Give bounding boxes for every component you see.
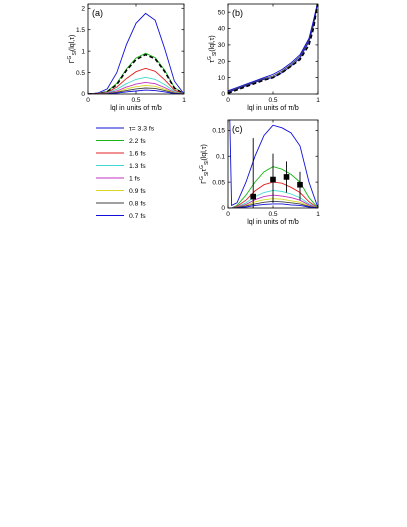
y-axis-label: ΓGSlτGSl(lql,τ)	[199, 144, 210, 184]
x-tick-label-0: 0	[226, 211, 230, 218]
legend-entry-2: 1.6 fs	[96, 150, 146, 157]
y-axis-label-part: G	[199, 176, 205, 180]
series-line-0	[228, 120, 318, 208]
series-line-5	[228, 198, 318, 208]
x-tick-label-1: 0.5	[268, 97, 277, 104]
y-tick-label-5: 50	[218, 9, 226, 16]
y-tick-label-4: 40	[218, 26, 226, 33]
series-line-7	[228, 203, 318, 208]
y-axis-label-part: (lql,τ)	[69, 35, 76, 51]
legend-entry-0: τ= 3.3 fs	[96, 125, 155, 132]
y-tick-label-2: 0.1	[216, 153, 225, 160]
plot-area	[228, 4, 318, 94]
y-tick-label-4: 2	[81, 5, 85, 12]
legend-label-3: 1.3 fs	[129, 163, 146, 170]
series-line-3	[228, 4, 318, 94]
y-axis-label-part: τ	[201, 169, 208, 172]
legend-label-2: 1.6 fs	[129, 150, 146, 157]
panel-label: (c)	[232, 124, 243, 134]
y-axis-label-part: G	[199, 165, 205, 169]
legend-label-5: 0.9 fs	[129, 188, 146, 195]
legend-entry-7: 0.7 fs	[96, 213, 146, 220]
y-axis-label-part: Sl	[72, 51, 78, 55]
y-axis-label-part: (lql,τ)	[209, 35, 216, 51]
legend-entry-5: 0.9 fs	[96, 188, 146, 195]
data-point-3	[297, 181, 303, 188]
legend-label-0: τ= 3.3 fs	[129, 125, 155, 132]
panel-c: 0 0.5 1 0 0.05 0.1 0.15 (c) lql in units of π/b Γ…	[199, 119, 320, 226]
y-axis-label-part: G	[207, 56, 213, 60]
panel-label: (b)	[232, 8, 243, 18]
x-tick-label-1: 0.5	[268, 211, 277, 218]
x-tick-label-0: 0	[86, 97, 90, 104]
plot-area	[228, 120, 318, 208]
y-axis-label: ΓGSl(lql,τ)	[67, 35, 78, 64]
series-line-1	[228, 4, 318, 92]
y-tick-label-0: 0	[81, 91, 85, 98]
y-tick-label-2: 1	[81, 48, 85, 55]
legend-label-1: 2.2 fs	[129, 138, 146, 145]
panel-label: (a)	[92, 8, 103, 18]
y-tick-label-3: 30	[218, 42, 226, 49]
series-line-0	[88, 12, 184, 94]
series-line-6	[228, 200, 318, 208]
y-axis-label: τGSl(lql,τ)	[207, 35, 218, 63]
y-tick-label-0: 0	[221, 91, 225, 98]
y-axis-label-part: Sl	[212, 52, 218, 56]
y-axis-label-part: τ	[209, 60, 216, 63]
data-point-1	[270, 176, 276, 183]
legend-entry-1: 2.2 fs	[96, 138, 146, 145]
y-tick-label-1: 0.5	[76, 70, 85, 77]
x-axis-label: lql in units of π/b	[247, 105, 299, 112]
y-tick-label-2: 20	[218, 58, 226, 65]
x-tick-label-2: 1	[316, 211, 320, 218]
x-tick-label-2: 1	[182, 97, 186, 104]
legend-entry-6: 0.8 fs	[96, 200, 146, 207]
y-axis-label-part: Sl	[204, 161, 210, 165]
y-axis-label-part: Sl	[204, 172, 210, 176]
y-axis-label-part: G	[67, 55, 73, 59]
legend: τ= 3.3 fs 2.2 fs 1.6 fs 1.3 fs 1 fs 0.9 fs 0.8…	[96, 125, 155, 220]
legend-label-6: 0.8 fs	[129, 200, 146, 207]
y-axis-label-part: Γ	[201, 180, 208, 184]
x-axis-label: lql in units of π/b	[110, 105, 162, 112]
plot-area	[88, 12, 184, 94]
legend-entry-4: 1 fs	[96, 175, 141, 182]
y-tick-label-3: 1.5	[76, 27, 85, 34]
series-line-8	[88, 89, 184, 94]
panel-a: 0 0.5 1 0 0.5 1 1.5 2 (a) lql in units of π/b ΓGSl…	[67, 3, 186, 112]
x-axis-label: lql in units of π/b	[247, 219, 299, 226]
data-point-0	[250, 193, 256, 200]
x-tick-label-2: 1	[316, 97, 320, 104]
x-tick-label-0: 0	[226, 97, 230, 104]
y-tick-label-1: 10	[218, 75, 226, 82]
y-tick-label-0: 0	[221, 205, 225, 212]
x-tick-label-1: 0.5	[131, 97, 140, 104]
y-tick-label-1: 0.05	[212, 179, 225, 186]
y-tick-label-3: 0.15	[212, 128, 225, 135]
legend-entry-3: 1.3 fs	[96, 163, 146, 170]
data-point-2	[283, 174, 290, 180]
legend-label-4: 1 fs	[129, 175, 141, 182]
y-axis-label-part: Γ	[69, 59, 76, 63]
legend-label-7: 0.7 fs	[129, 213, 146, 220]
y-axis-label-part: (lql,τ)	[201, 144, 208, 160]
series-line-2	[228, 4, 318, 92]
